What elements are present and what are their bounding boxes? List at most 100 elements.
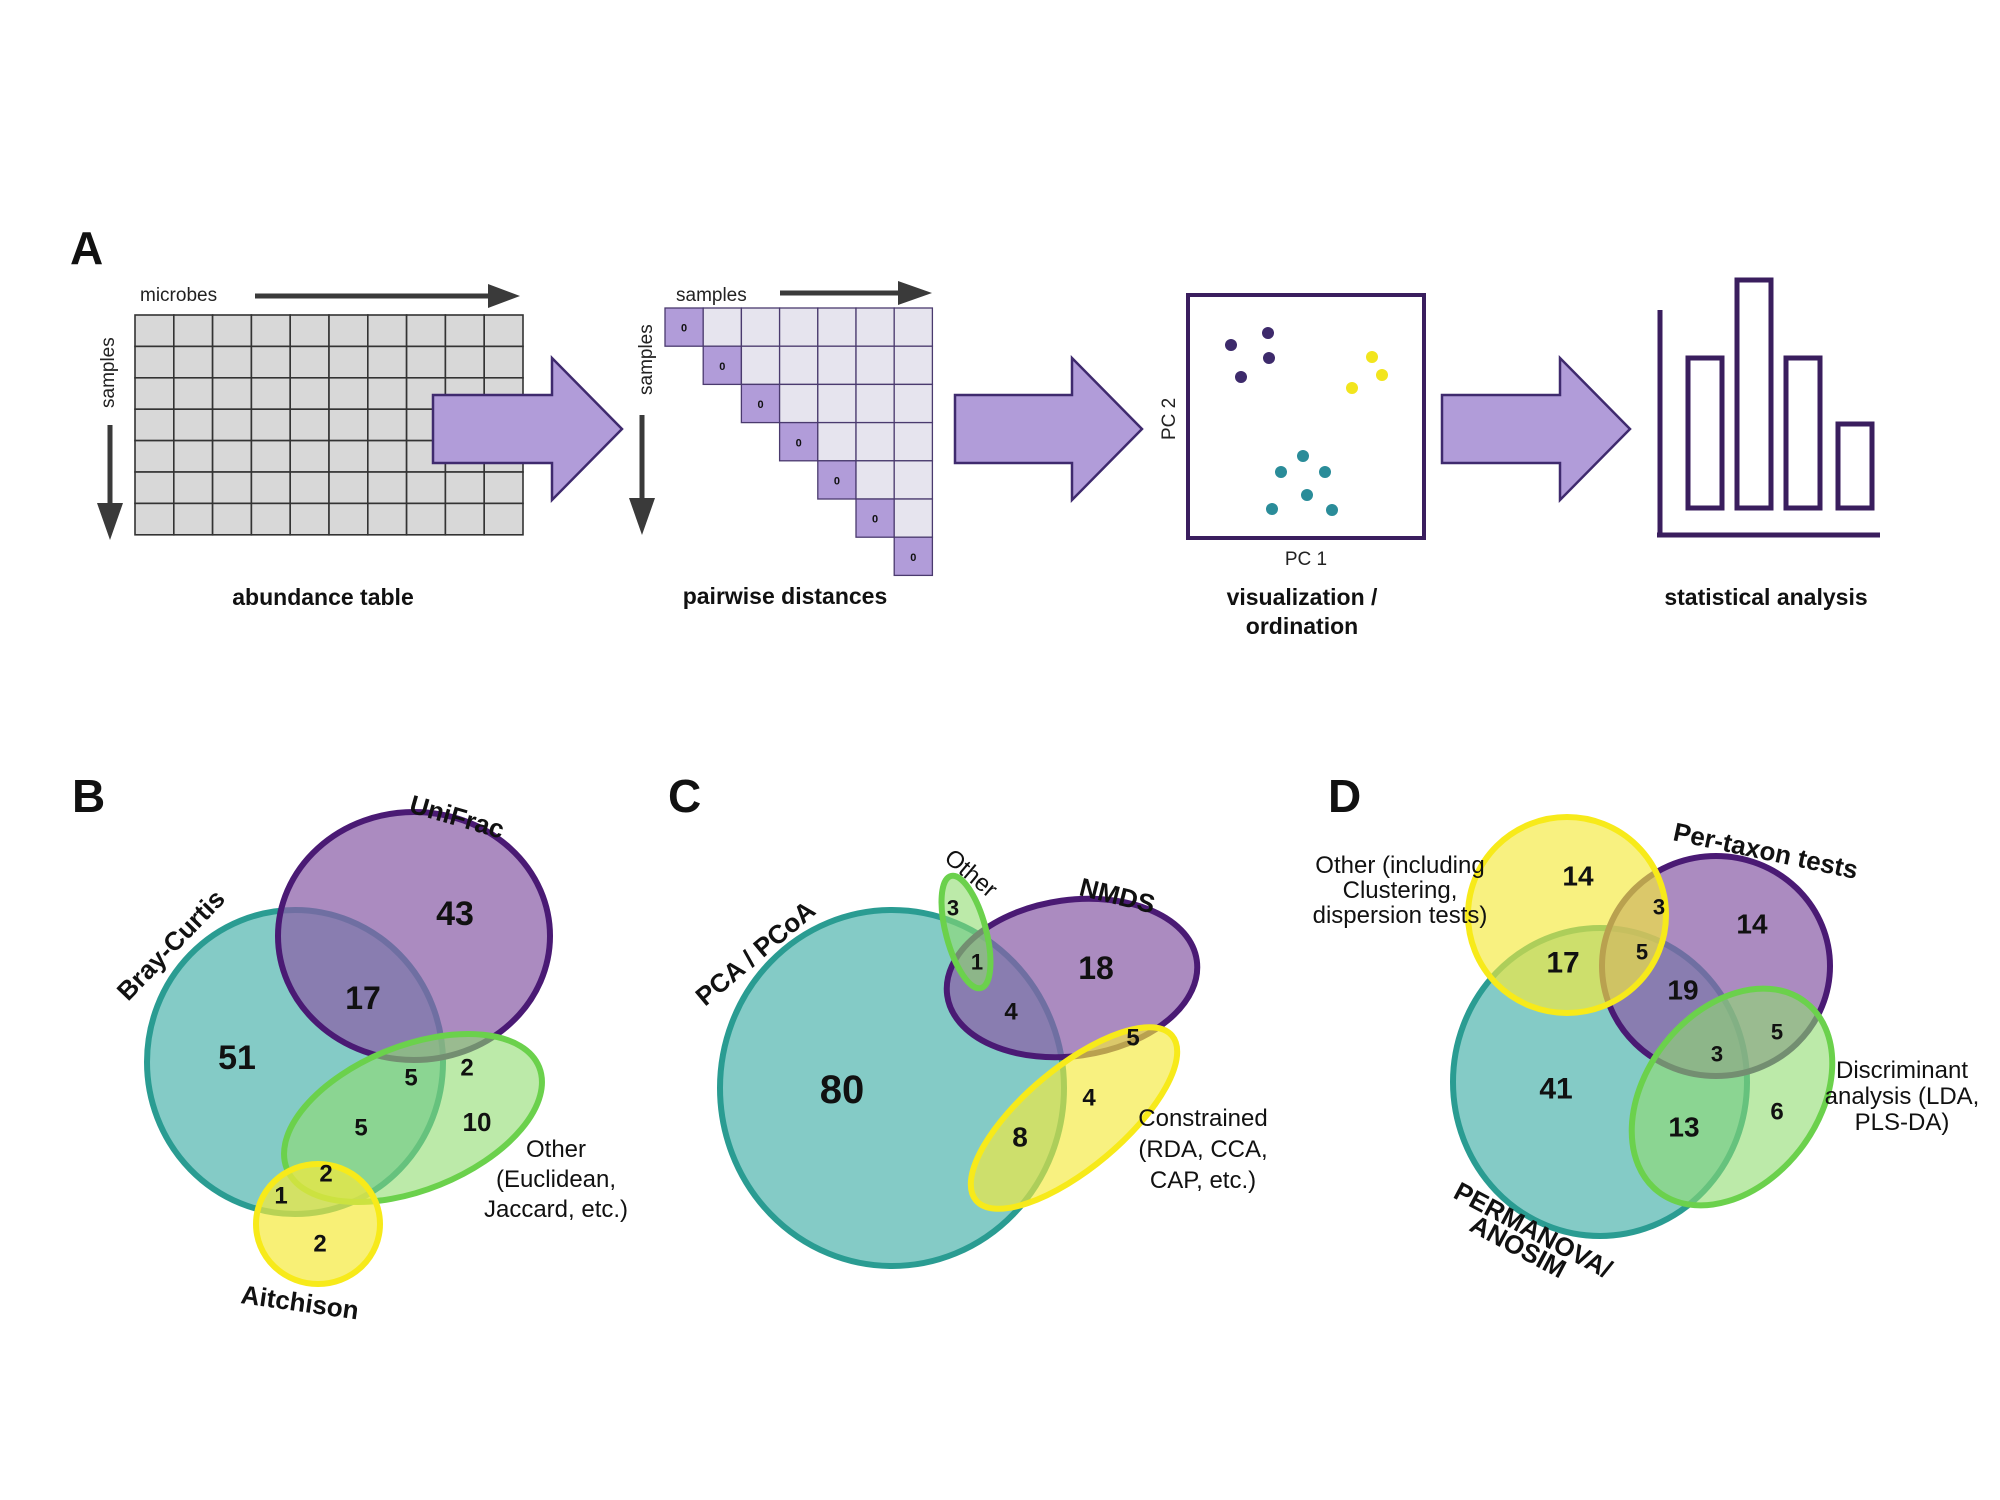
point-purple [1262,327,1274,339]
distance-cell [817,421,857,462]
ordination-points [1225,327,1388,516]
abundance-cell [173,408,214,442]
distance-cell [817,307,857,347]
abundance-cell [328,502,369,536]
point-teal [1326,504,1338,516]
label-other-b-line2: (Euclidean, [496,1166,616,1193]
ordination-frame [1186,293,1426,540]
abundance-cell [289,439,330,473]
panel-d-letter: D [1328,770,1361,822]
abundance-cell [444,345,485,379]
count-bc-other: 5 [354,1115,367,1142]
count-other-pertaxon: 3 [1653,895,1665,920]
point-yellow [1376,369,1388,381]
abundance-cell [173,502,214,536]
abundance-cell [405,314,447,348]
count-pca-constrained: 8 [1012,1122,1028,1153]
count-pertaxon-discriminant: 5 [1771,1020,1783,1045]
abundance-cell [250,439,291,473]
abundance-cell [211,376,253,410]
label-other-d-line1: Other (including [1315,852,1484,879]
abundance-cell [134,408,175,442]
abundance-cell [134,314,175,348]
abundance-cell [328,376,369,410]
abundance-axis-samples: samples [98,337,119,408]
count-pca-nmds: 4 [1004,999,1018,1026]
abundance-cell [173,345,214,379]
stats-bar-chart-icon [1657,277,1880,538]
stats-bar [1734,277,1774,511]
abundance-cell [366,408,408,442]
abundance-cell [250,502,291,536]
abundance-cell [483,502,524,536]
abundance-cell [444,314,485,348]
abundance-cell [250,408,291,442]
count-discriminant-only: 6 [1770,1099,1783,1126]
panel-a-letter: A [70,222,103,274]
distance-cell [855,345,895,386]
label-other-b-line3: Jaccard, etc.) [484,1196,628,1223]
abundance-cell [289,502,330,536]
abundance-cell [289,408,330,442]
distance-diagonal-value: 0 [796,437,802,449]
label-discriminant-line1: Discriminant [1836,1057,1968,1084]
ordination-plot: PC 2 PC 1 visualization / ordination [1159,293,1426,639]
abundance-cell [134,439,175,473]
count-unifrac-only: 43 [436,895,474,933]
label-discriminant-line3: PLS-DA) [1855,1109,1950,1136]
abundance-cell [289,345,330,379]
count-permanova-pertaxon: 19 [1667,975,1698,1006]
abundance-cell [289,376,330,410]
abundance-cell [173,314,214,348]
distance-cell [740,307,781,347]
abundance-cell [250,314,291,348]
abundance-cell [328,345,369,379]
abundance-cell [366,376,408,410]
count-pca-only: 80 [820,1068,865,1112]
distance-cell [893,460,934,500]
point-purple [1235,371,1247,383]
microbes-arrow-icon [255,284,520,308]
flow-arrow-3-icon [1440,354,1632,504]
abundance-cell [366,502,408,536]
statistical-analysis-caption: statistical analysis [1664,584,1867,610]
distance-cell [893,345,934,386]
pairwise-distances-caption: pairwise distances [683,583,888,609]
venn-discriminant [1628,985,1836,1209]
abundance-cell [211,502,253,536]
abundance-cell [211,408,253,442]
flow-arrow-1-icon [431,354,624,504]
distance-diagonal-cell [664,307,704,347]
stats-bar [1783,355,1823,511]
venn-unifrac [275,809,553,1063]
distance-diagonal-value: 0 [719,361,725,373]
point-teal [1275,466,1287,478]
label-other-b-line1: Other [526,1136,586,1163]
distance-cell [817,345,857,386]
count-permanova-discriminant: 13 [1668,1112,1699,1143]
abundance-cell [250,376,291,410]
count-nmds-constrained: 5 [1126,1025,1139,1052]
abundance-cell [134,345,175,379]
abundance-cell [211,471,253,505]
panel-b: B Bray-Curtis UniFrac Other (Euclidean, … [72,770,628,1325]
count-bc-unifrac-other: 5 [404,1065,417,1092]
distance-diagonal-cell [893,536,934,577]
count-aitchison-only: 2 [313,1231,326,1258]
distance-cell [778,345,819,386]
statistical-analysis: statistical analysis [1657,277,1880,610]
distance-cell [778,383,819,424]
distances-axis-samples-left: samples [636,324,657,395]
abundance-cell [405,345,447,379]
abundance-cell [211,439,253,473]
count-other-nmds-pca: 1 [971,950,983,975]
label-constrained-line1: Constrained [1138,1105,1267,1132]
abundance-cell [289,471,330,505]
abundance-cell [250,471,291,505]
abundance-cell [328,439,369,473]
distance-cell [778,307,819,347]
distances-axis-samples-top: samples [676,285,747,306]
label-aitchison: Aitchison [239,1279,360,1325]
abundance-cell [211,345,253,379]
count-other-permanova-pertaxon: 5 [1636,940,1648,965]
